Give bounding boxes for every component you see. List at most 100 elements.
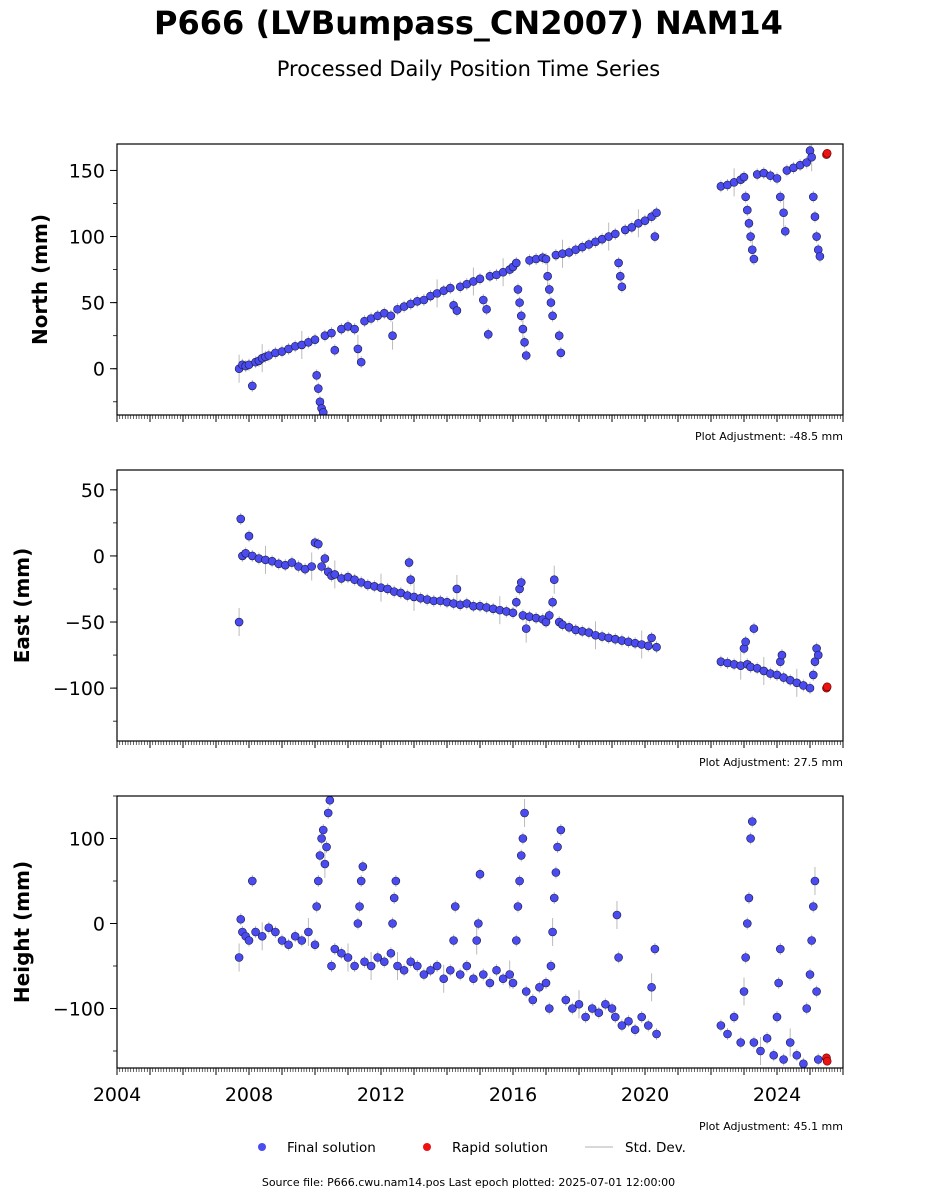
final-point bbox=[568, 1004, 577, 1013]
final-point bbox=[546, 961, 556, 971]
final-point bbox=[445, 283, 455, 293]
final-point bbox=[313, 384, 323, 393]
final-point bbox=[379, 957, 389, 967]
final-point bbox=[779, 208, 788, 218]
final-point bbox=[521, 987, 531, 996]
final-point bbox=[741, 637, 750, 647]
x-tick-label: 2012 bbox=[357, 1084, 405, 1106]
final-point bbox=[388, 919, 397, 928]
final-point bbox=[426, 965, 435, 975]
final-point bbox=[511, 936, 521, 945]
final-point bbox=[775, 192, 785, 202]
final-point bbox=[747, 245, 757, 255]
final-point bbox=[492, 965, 501, 975]
final-point bbox=[304, 927, 313, 937]
final-point bbox=[307, 562, 317, 571]
rapid-point bbox=[822, 1056, 832, 1066]
final-point bbox=[391, 876, 401, 886]
final-point bbox=[450, 902, 460, 911]
final-point bbox=[513, 902, 523, 911]
final-point bbox=[813, 1055, 823, 1064]
final-point bbox=[805, 970, 815, 979]
final-point bbox=[716, 1021, 726, 1030]
final-point bbox=[277, 936, 287, 945]
final-point bbox=[358, 862, 368, 871]
final-point bbox=[388, 331, 397, 340]
final-point bbox=[312, 371, 321, 380]
final-point bbox=[541, 978, 551, 988]
y-tick-label: 0 bbox=[93, 914, 105, 936]
final-point bbox=[650, 944, 660, 954]
final-point bbox=[290, 931, 300, 941]
final-point bbox=[469, 974, 478, 984]
final-point bbox=[439, 974, 449, 984]
final-point bbox=[615, 271, 625, 281]
final-point bbox=[808, 192, 818, 202]
final-point bbox=[774, 978, 783, 988]
final-point bbox=[515, 298, 524, 307]
final-point bbox=[548, 927, 557, 937]
final-point bbox=[455, 970, 465, 979]
y-tick-label: 50 bbox=[81, 293, 105, 315]
final-point bbox=[318, 825, 328, 835]
final-point bbox=[234, 617, 244, 627]
y-tick-label: −100 bbox=[53, 678, 105, 700]
final-point bbox=[587, 1004, 597, 1013]
final-point bbox=[284, 940, 293, 950]
final-point bbox=[518, 834, 528, 843]
final-point bbox=[498, 974, 508, 984]
panel-1: 0 50 100 150 North (mm) Plot Adjustment: -48.… bbox=[28, 143, 844, 443]
final-point bbox=[472, 936, 482, 945]
final-point bbox=[614, 258, 623, 268]
final-point bbox=[325, 796, 335, 805]
final-point bbox=[808, 902, 818, 911]
final-point bbox=[799, 1059, 808, 1068]
final-point bbox=[317, 834, 326, 843]
y-axis-label: Height (mm) bbox=[10, 861, 34, 1003]
final-point bbox=[485, 978, 495, 988]
final-point bbox=[248, 381, 257, 391]
final-point bbox=[640, 216, 650, 225]
final-point bbox=[419, 295, 429, 305]
final-point bbox=[520, 808, 529, 818]
final-point bbox=[323, 808, 333, 818]
final-point bbox=[614, 953, 623, 962]
final-point bbox=[508, 978, 518, 988]
final-point bbox=[505, 970, 515, 979]
final-point bbox=[478, 295, 488, 305]
final-point bbox=[248, 876, 257, 886]
final-point bbox=[741, 953, 750, 962]
final-point bbox=[544, 611, 554, 620]
plot-adjustment-note: Plot Adjustment: -48.5 mm bbox=[695, 430, 843, 443]
final-point bbox=[462, 961, 472, 971]
panel-2: −100 −50 0 50 East (mm) Plot Adjustment: 27.5… bbox=[10, 469, 844, 769]
final-point bbox=[406, 575, 416, 585]
final-point bbox=[518, 324, 528, 334]
final-point bbox=[236, 914, 246, 924]
final-point bbox=[553, 842, 562, 852]
final-point bbox=[749, 624, 759, 633]
final-point bbox=[769, 1050, 779, 1060]
final-point bbox=[475, 869, 485, 879]
final-point bbox=[805, 683, 815, 693]
final-point bbox=[554, 331, 564, 340]
final-point bbox=[574, 999, 584, 1009]
panel-3: −100 0 100 2004 2008 2012 2016 2020 2024 Height (… bbox=[10, 795, 844, 1133]
final-point bbox=[736, 1038, 746, 1047]
final-point bbox=[762, 1033, 772, 1043]
final-point bbox=[355, 902, 364, 911]
final-point bbox=[350, 324, 359, 334]
final-point bbox=[807, 936, 816, 945]
final-point bbox=[652, 1029, 661, 1039]
final-point bbox=[546, 298, 556, 307]
final-point bbox=[772, 1012, 782, 1022]
final-point bbox=[521, 351, 531, 360]
rapid-point bbox=[822, 148, 832, 158]
final-point bbox=[607, 1004, 617, 1013]
final-point bbox=[475, 274, 485, 284]
final-point bbox=[624, 1016, 633, 1026]
final-point bbox=[452, 584, 462, 594]
final-point bbox=[780, 226, 790, 236]
final-point bbox=[234, 953, 244, 962]
legend-rapid-marker bbox=[423, 1143, 431, 1151]
